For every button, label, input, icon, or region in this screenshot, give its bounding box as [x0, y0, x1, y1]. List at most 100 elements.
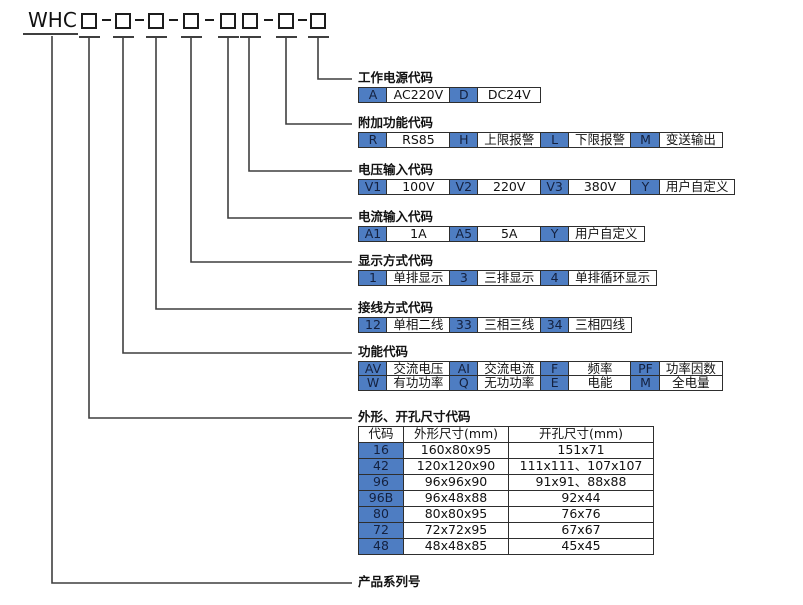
- code-row: 1 单排显示 3 三排显示 4 单排循环显示: [358, 270, 658, 286]
- code-key: V1: [358, 179, 388, 195]
- code-value: 100V: [386, 179, 451, 195]
- code-value: 用户自定义: [658, 179, 736, 195]
- section-title: 附加功能代码: [358, 115, 434, 130]
- size-value-cell: 45x45: [508, 538, 654, 555]
- size-value-cell: 76x76: [508, 506, 654, 523]
- code-key: 3: [448, 270, 479, 286]
- leader-line: [155, 38, 352, 310]
- size-table-row: 96B 96x48x88 92x44: [358, 490, 654, 507]
- code-value: 三相三线: [477, 317, 542, 333]
- section-product-series: 产品系列号: [358, 575, 421, 591]
- code-key: 34: [539, 317, 570, 333]
- section-title: 电压输入代码: [358, 162, 434, 177]
- size-value-cell: 96x48x88: [403, 490, 509, 507]
- leader-line: [190, 38, 352, 263]
- section-current-input: 电流输入代码 A1 1A A5 5A Y 用户自定义: [358, 210, 645, 242]
- prefix-underline: [23, 33, 78, 36]
- model-prefix: WHC: [28, 8, 77, 32]
- size-value-cell: 67x67: [508, 522, 654, 539]
- code-value: 三排显示: [477, 270, 542, 286]
- size-value-cell: 80x80x95: [403, 506, 509, 523]
- leader-line: [227, 38, 352, 219]
- segment-underline: [113, 36, 134, 39]
- size-value-cell: 91x91、88x88: [508, 474, 654, 491]
- size-code-cell: 96: [358, 474, 404, 491]
- code-value: 全电量: [658, 375, 723, 392]
- size-value-cell: 160x80x95: [403, 442, 509, 459]
- size-value-cell: 151x71: [508, 442, 654, 459]
- code-key: D: [448, 87, 479, 103]
- code-key: E: [539, 375, 570, 392]
- size-value-cell: 120x120x90: [403, 458, 509, 475]
- code-key: A1: [358, 226, 388, 242]
- section-title: 功能代码: [358, 344, 409, 359]
- code-value: 上限报警: [477, 132, 542, 148]
- code-value: DC24V: [477, 87, 542, 103]
- size-code-cell: 48: [358, 538, 404, 555]
- section-voltage-input: 电压输入代码 V1 100V V2 220V V3 380V Y 用户自定义: [358, 162, 736, 195]
- code-key: R: [358, 132, 388, 148]
- code-key: Y: [630, 179, 661, 195]
- model-dash: [205, 19, 214, 22]
- model-code-box: [278, 13, 294, 29]
- code-key: 12: [358, 317, 388, 333]
- leader-line: [88, 38, 352, 419]
- code-key: L: [539, 132, 570, 148]
- code-value: 交流电流: [477, 361, 542, 377]
- code-value: 1A: [386, 226, 451, 242]
- model-code-box: [183, 13, 199, 29]
- section-display-mode: 显示方式代码 1 单排显示 3 三排显示 4 单排循环显示: [358, 254, 658, 286]
- size-value-cell: 111x111、107x107: [508, 458, 654, 475]
- code-value: 5A: [477, 226, 542, 242]
- size-table-row: 42 120x120x90 111x111、107x107: [358, 458, 654, 475]
- code-key: W: [358, 375, 388, 392]
- section-additional-function: 附加功能代码 R RS85 H 上限报警 L 下限报警 M 变送输出: [358, 116, 723, 148]
- code-key: V2: [448, 179, 479, 195]
- size-table-row: 80 80x80x95 76x76: [358, 506, 654, 523]
- model-code-box: [81, 13, 97, 29]
- segment-underline: [79, 36, 100, 39]
- model-code-box: [148, 13, 164, 29]
- size-table: 代码 外形尺寸(mm) 开孔尺寸(mm) 16 160x80x95 151x71 42 120…: [358, 426, 654, 555]
- size-code-cell: 42: [358, 458, 404, 475]
- code-key: 4: [539, 270, 570, 286]
- size-table-row: 16 160x80x95 151x71: [358, 442, 654, 459]
- model-dash: [264, 19, 273, 22]
- code-value: 电能: [568, 375, 633, 392]
- code-key: AI: [448, 361, 479, 377]
- code-key: A5: [448, 226, 479, 242]
- code-key: H: [448, 132, 479, 148]
- section-title: 产品系列号: [358, 574, 421, 589]
- model-code-box: [242, 13, 258, 29]
- section-power-supply-code: 工作电源代码 A AC220V D DC24V: [358, 71, 542, 103]
- size-table-header: 开孔尺寸(mm): [508, 426, 654, 443]
- leader-line: [122, 38, 352, 354]
- size-value-cell: 92x44: [508, 490, 654, 507]
- code-key: M: [630, 375, 661, 392]
- leader-line: [248, 38, 352, 172]
- code-value: 无功功率: [477, 375, 542, 392]
- code-key: A: [358, 87, 388, 103]
- model-dash: [102, 19, 111, 22]
- leader-line: [285, 38, 352, 125]
- segment-underline: [240, 36, 261, 39]
- code-key: V3: [539, 179, 570, 195]
- code-value: 用户自定义: [568, 226, 645, 242]
- size-value-cell: 48x48x85: [403, 538, 509, 555]
- model-dash: [135, 19, 144, 22]
- model-dash: [169, 19, 178, 22]
- size-table-header-row: 代码 外形尺寸(mm) 开孔尺寸(mm): [358, 426, 654, 443]
- model-code-box: [220, 13, 236, 29]
- code-key: M: [630, 132, 661, 148]
- segment-underline: [146, 36, 167, 39]
- section-size-code: 外形、开孔尺寸代码 代码 外形尺寸(mm) 开孔尺寸(mm) 16 160x80x95 15…: [358, 410, 654, 555]
- size-value-cell: 96x96x90: [403, 474, 509, 491]
- code-value: 220V: [477, 179, 542, 195]
- size-code-cell: 96B: [358, 490, 404, 507]
- code-value: 下限报警: [568, 132, 633, 148]
- code-value: 三相四线: [568, 317, 633, 333]
- size-code-cell: 80: [358, 506, 404, 523]
- code-value: 380V: [568, 179, 633, 195]
- code-key: 1: [358, 270, 388, 286]
- code-row: AV 交流电压 AI 交流电流 F 频率 PF 功率因数: [358, 361, 723, 377]
